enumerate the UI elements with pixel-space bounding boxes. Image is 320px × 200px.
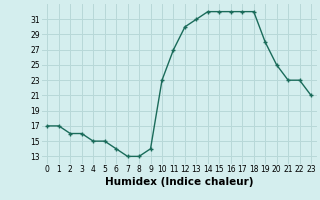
X-axis label: Humidex (Indice chaleur): Humidex (Indice chaleur): [105, 177, 253, 187]
